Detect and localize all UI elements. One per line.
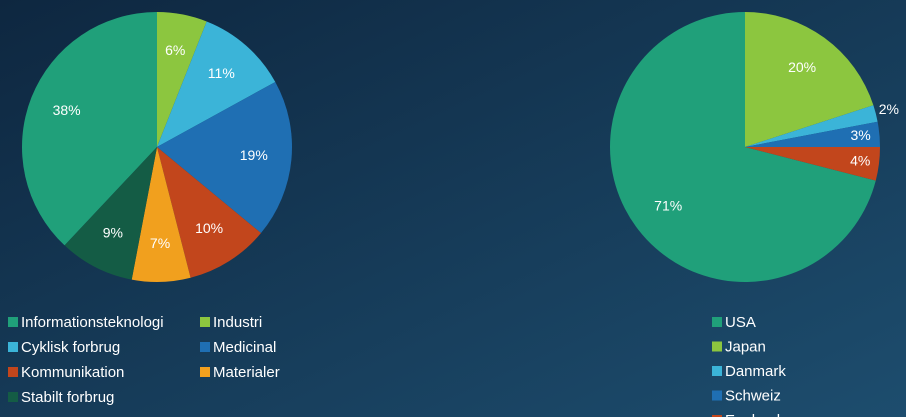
legend-label: Schweiz (725, 387, 781, 404)
legend-label: Japan (725, 338, 766, 355)
legend-label: USA (725, 314, 756, 331)
legend-label: Materialer (213, 364, 280, 381)
legend-label: Kommunikation (21, 364, 124, 381)
legend-label: Cyklisk forbrug (21, 339, 120, 356)
data-label: 2% (879, 101, 899, 117)
legend-swatch (712, 341, 722, 352)
legend: USA Japan Danmark Schweiz England (712, 314, 786, 417)
data-label: 6% (165, 42, 185, 58)
data-label: 20% (788, 59, 816, 75)
legend-swatch (712, 390, 722, 401)
legend-swatch (8, 342, 18, 352)
pie: 38% 6% 11% 19% 10% 7% 9% (21, 12, 292, 282)
pie-slice (157, 21, 276, 147)
pie-slice (157, 147, 262, 278)
pie-slice (745, 147, 880, 181)
legend-swatch (8, 367, 18, 377)
pie: 71% 20% 2% 3% 4% (610, 12, 899, 282)
pie-slice (131, 147, 191, 282)
legend-label: Informationsteknologi (21, 314, 164, 331)
pie-slice (745, 121, 880, 147)
data-label: 7% (150, 235, 170, 251)
legend-swatch (712, 415, 722, 417)
data-label: 71% (654, 197, 682, 213)
data-label: 11% (208, 65, 235, 81)
legend-label: Danmark (725, 363, 786, 380)
pie-slice (21, 12, 157, 246)
pie-slice (64, 147, 157, 280)
pie-slice (610, 12, 876, 282)
pie-slice (745, 12, 874, 147)
legend-label: Stabilt forbrug (21, 389, 114, 406)
data-label: 38% (53, 102, 81, 118)
data-label: 19% (240, 147, 268, 163)
data-label: 10% (195, 220, 223, 236)
data-label: 4% (850, 152, 870, 168)
pie-slice (157, 81, 292, 234)
data-label: 9% (103, 224, 123, 240)
data-label: 3% (850, 127, 870, 143)
legend-swatch (712, 366, 722, 376)
legend-swatch (200, 367, 210, 377)
pie-slice (745, 105, 878, 147)
legend-swatch (200, 342, 210, 352)
legend-label: England (725, 412, 780, 417)
legend-swatch (8, 392, 18, 402)
legend-label: Industri (213, 314, 262, 331)
legend-swatch (8, 317, 18, 327)
legend-swatch (200, 317, 210, 327)
legend-label: Medicinal (213, 339, 276, 356)
legend: Informationsteknologi Industri Cyklisk for… (8, 314, 280, 406)
pie-slice (157, 12, 207, 147)
legend-swatch (712, 317, 722, 327)
